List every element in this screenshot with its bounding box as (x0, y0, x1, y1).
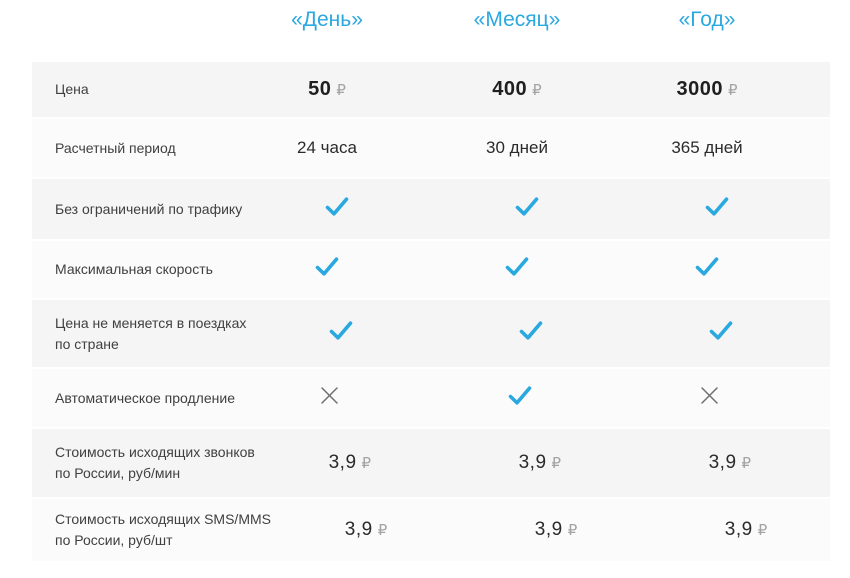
ruble-sign: ₽ (361, 455, 372, 472)
price-value: 50 (308, 78, 332, 100)
row-label: Цена (55, 81, 89, 97)
period-value: 24 часа (297, 138, 357, 157)
cross-icon (700, 386, 719, 405)
row-label: Расчетный период (55, 139, 176, 156)
plan-header-day[interactable]: «День» (291, 8, 363, 31)
ruble-sign: ₽ (551, 455, 562, 472)
rate-value: 3,9 (534, 519, 563, 540)
check-icon (519, 321, 543, 341)
price-value: 3000 (676, 78, 723, 100)
table-row-auto-renewal: Автоматическое продление (32, 369, 830, 427)
table-row-price: Цена 50 ₽ 400 ₽ 3000 ₽ (32, 62, 830, 117)
ruble-sign: ₽ (377, 522, 388, 539)
rate-value: 3,9 (518, 452, 547, 473)
table-row-max-speed: Максимальная скорость (32, 241, 830, 298)
check-icon (705, 196, 729, 217)
check-icon (695, 257, 719, 277)
table-row-outgoing-sms-cost: Стоимость исходящих SMS/MMS по России, р… (32, 499, 830, 561)
tariff-comparison-table: «День» «Месяц» «Год» Цена 50 ₽ 400 ₽ 3000 ₽… (32, 0, 830, 563)
ruble-sign: ₽ (741, 455, 752, 472)
row-label: Автоматическое продление (55, 389, 235, 406)
period-cell-month: 30 дней (422, 138, 612, 158)
rate-value: 3,9 (344, 519, 373, 540)
plan-header-row: «День» «Месяц» «Год» (32, 0, 830, 62)
price-value: 400 (492, 78, 528, 100)
price-cell-month: 400 ₽ (422, 78, 612, 101)
check-icon (325, 196, 349, 217)
rate-value: 3,9 (724, 519, 753, 540)
check-icon (329, 321, 353, 341)
row-label: Без ограничений по трафику (55, 200, 243, 217)
rate-value: 3,9 (708, 452, 737, 473)
period-value: 365 дней (671, 138, 743, 157)
table-row-outgoing-calls-cost: Стоимость исходящих звонков по России, р… (32, 429, 830, 497)
price-cell-year: 3000 ₽ (612, 78, 802, 101)
ruble-sign: ₽ (336, 82, 346, 99)
ruble-sign: ₽ (757, 522, 768, 539)
row-label: Стоимость исходящих звонков по России, р… (55, 444, 255, 481)
period-cell-year: 365 дней (612, 138, 802, 158)
check-icon (709, 321, 733, 341)
cross-icon (320, 386, 339, 405)
check-icon (505, 257, 529, 277)
plan-header-year[interactable]: «Год» (678, 8, 736, 31)
check-icon (315, 257, 339, 277)
period-value: 30 дней (486, 138, 548, 157)
row-label: Цена не меняется в поездках по стране (55, 314, 247, 352)
table-row-unlimited-traffic: Без ограничений по трафику (32, 179, 830, 239)
plan-header-month[interactable]: «Месяц» (473, 8, 561, 31)
check-icon (515, 196, 539, 217)
ruble-sign: ₽ (532, 82, 542, 99)
table-row-billing-period: Расчетный период 24 часа 30 дней 365 дне… (32, 119, 830, 177)
row-label: Стоимость исходящих SMS/MMS по России, р… (55, 511, 271, 548)
table-row-fixed-price-travel: Цена не меняется в поездках по стране (32, 300, 830, 367)
period-cell-day: 24 часа (232, 138, 422, 158)
ruble-sign: ₽ (727, 82, 738, 99)
check-icon (508, 385, 532, 406)
ruble-sign: ₽ (567, 522, 578, 539)
price-cell-day: 50 ₽ (232, 78, 422, 101)
rate-value: 3,9 (328, 452, 357, 473)
row-label: Максимальная скорость (55, 261, 213, 277)
